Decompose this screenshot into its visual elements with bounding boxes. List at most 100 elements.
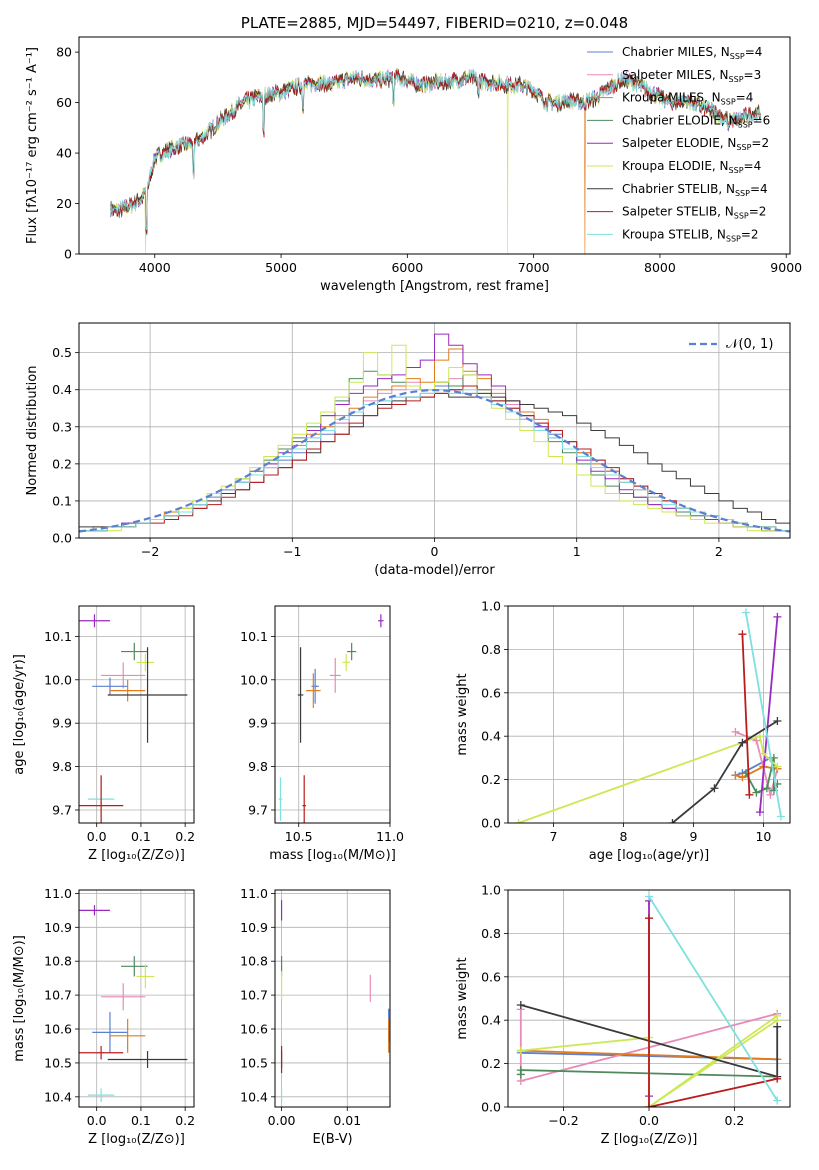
errorbar-point-4	[92, 677, 128, 695]
histogram-series-8	[79, 389, 790, 532]
legend-suffix: =3	[744, 68, 762, 82]
errorbar-point-2	[136, 964, 155, 989]
weight-marker	[741, 608, 750, 617]
errorbar-point-8	[302, 775, 307, 823]
legend-subscript: SSP	[729, 75, 744, 84]
weight-marker	[645, 892, 653, 901]
errorbar-point-2	[136, 653, 155, 672]
gaussian-curve	[79, 388, 790, 533]
y-axis-label: Normed distribution	[25, 366, 40, 496]
y-tick-label: 9.8	[248, 759, 268, 774]
x-tick-label: 8000	[644, 260, 676, 275]
x-tick-label: 0.2	[175, 1113, 195, 1128]
legend-suffix: =4	[736, 91, 754, 105]
errorbar-point-3	[101, 983, 146, 1011]
errorbar-point-7	[278, 777, 283, 821]
legend-suffix: =2	[749, 205, 767, 219]
weight-marker	[731, 771, 740, 780]
grid-lines	[508, 605, 790, 824]
y-tick-label: 0.3	[52, 419, 72, 434]
plot-area	[516, 892, 782, 1107]
errorbar-point-5	[109, 1018, 146, 1053]
x-tick-label: 0.1	[131, 1113, 151, 1128]
y-tick-label: 0.2	[52, 456, 72, 471]
errorbar-point-8	[79, 775, 124, 823]
x-tick-label: 9000	[770, 260, 802, 275]
weight-marker	[776, 812, 785, 821]
x-axis-label: age [log₁₀(age/yr)]	[589, 848, 710, 863]
y-axis-label: mass [log₁₀(M/M⊙)]	[12, 935, 27, 1062]
x-tick-label: −0.2	[548, 1113, 578, 1128]
y-tick-label: 60	[56, 95, 72, 110]
x-tick-label: −2	[141, 544, 159, 559]
weight-marker	[773, 1022, 782, 1031]
y-tick-label: 10.1	[240, 629, 268, 644]
weight-line-5	[520, 1015, 778, 1107]
weight-marker	[738, 630, 747, 639]
y-tick-label: 40	[56, 146, 72, 161]
y-tick-label: 11.0	[44, 886, 72, 901]
legend-subscript: SSP	[735, 189, 750, 198]
x-axis-label: Z [log₁₀(Z/Z⊙)]	[601, 1132, 698, 1147]
errorbar-point-3	[101, 662, 146, 689]
weight-marker	[773, 612, 782, 621]
panel-age-vs-mass: 10.5 11.0 9.7 9.8 9.9 10.0 10.1 mass [log₁₀(M/M…	[240, 605, 404, 863]
y-tick-label: 10.4	[44, 1089, 72, 1104]
y-tick-label: 10.8	[44, 954, 72, 969]
x-tick-label: 0.0	[87, 1113, 107, 1128]
errorbar-point-6	[107, 1051, 188, 1069]
y-tick-label: 10.5	[44, 1055, 72, 1070]
weight-marker	[773, 1096, 782, 1105]
y-tick-label: 0	[64, 247, 72, 262]
errorbar-point-0	[79, 905, 110, 916]
axes-frame	[78, 36, 791, 255]
weight-marker	[773, 1074, 782, 1083]
legend-subscript: SSP	[738, 120, 753, 129]
x-tick-label: 1	[573, 544, 581, 559]
weight-line-8	[745, 612, 782, 817]
panel-mass-vs-Z: 0.0 0.1 0.2 10.4 10.5 10.6 10.7 10.8 10.9 11.0 Z […	[12, 886, 195, 1147]
legend-label: 𝒩(0, 1)	[726, 337, 773, 352]
legend-suffix: =4	[744, 159, 762, 173]
legend: 𝒩(0, 1)	[689, 337, 773, 352]
y-tick-label: 11.0	[240, 886, 268, 901]
legend-subscript: SSP	[734, 212, 749, 221]
errorbar-point-2	[342, 653, 350, 672]
legend-label: Chabrier STELIB, NSSP=4	[622, 182, 768, 198]
y-tick-label: 0.0	[481, 816, 501, 831]
x-tick-label: 6000	[391, 260, 423, 275]
legend-suffix: =4	[745, 45, 763, 59]
y-tick-label: 0.8	[481, 926, 501, 941]
axes-frame	[507, 889, 791, 1108]
errorbar-point-4	[92, 1012, 128, 1053]
legend-subscript: SSP	[721, 98, 736, 107]
axes-frame	[78, 605, 195, 824]
x-axis-label: wavelength [Angstrom, rest frame]	[320, 279, 549, 294]
grid-lines	[275, 606, 391, 823]
spectrum-line-8	[110, 68, 761, 231]
y-tick-label: 10.1	[44, 629, 72, 644]
weight-marker	[645, 1103, 653, 1107]
weight-marker	[755, 732, 764, 741]
axes-frame	[507, 605, 791, 824]
weight-line-4	[759, 616, 779, 813]
plot-area	[280, 900, 390, 1102]
panel-mass-weight-vs-age: 7 8 9 10 0.0 0.2 0.4 0.6 0.8 1.0 age [log₁₀(age/yr…	[455, 599, 791, 863]
grid-lines	[275, 890, 390, 1107]
y-tick-label: 9.8	[52, 759, 72, 774]
errorbar-point-1	[347, 642, 357, 661]
errorbar-point-8	[79, 1045, 124, 1060]
plot-area	[110, 68, 761, 254]
y-tick-label: 0.5	[52, 345, 72, 360]
legend-suffix: =6	[753, 113, 771, 127]
weight-marker	[731, 727, 740, 736]
y-tick-label: 10.7	[44, 988, 72, 1003]
weight-marker	[516, 1046, 525, 1055]
chart-title: PLATE=2885, MJD=54497, FIBERID=0210, z=0…	[241, 14, 628, 32]
axes-frame	[274, 605, 391, 824]
y-tick-label: 10.0	[240, 672, 268, 687]
y-tick-label: 1.0	[481, 883, 501, 898]
legend-label: Salpeter ELODIE, NSSP=2	[622, 136, 769, 152]
weight-marker	[762, 784, 771, 793]
panel-residuals: −2 −1 0 1 2 0.0 0.1 0.2 0.3 0.4 0.5 (data-model)/er…	[25, 322, 791, 578]
